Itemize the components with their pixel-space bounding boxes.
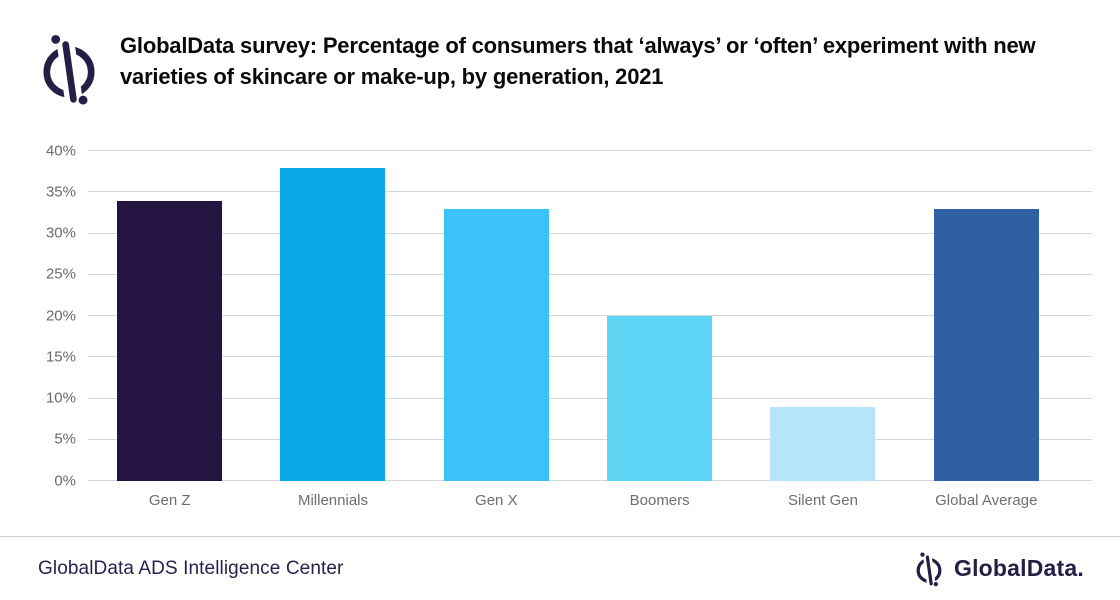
- y-axis-tick-label: 35%: [45, 183, 76, 201]
- globaldata-logo-small-icon: [911, 549, 947, 589]
- x-axis-label-silent-gen: Silent Gen: [787, 492, 858, 509]
- bars-row: [88, 151, 1068, 481]
- footer-brand-wordmark: GlobalData.: [953, 555, 1084, 581]
- x-axis-label-boomers: Boomers: [629, 492, 690, 509]
- y-axis-tick-label: 30%: [45, 224, 76, 242]
- gridline: 10%: [46, 390, 1092, 407]
- gridline: 25%: [46, 266, 1092, 283]
- y-axis-tick-label: 5%: [54, 430, 76, 448]
- gridline: 35%: [46, 183, 1092, 200]
- gridline: 5%: [54, 431, 1092, 448]
- x-axis-label-gen-x: Gen X: [475, 492, 518, 509]
- bar-slot: [88, 151, 251, 481]
- bar-gen-z: [117, 200, 223, 481]
- y-axis-tick-label: 25%: [45, 265, 76, 283]
- y-axis-tick-label: 10%: [45, 389, 76, 407]
- plot-area: 0% 5% 10% 15% 20% 25% 30% 35% 40%: [46, 142, 1092, 489]
- bar-global-average: [933, 208, 1039, 481]
- x-axis-labels: Gen Z Millennials Gen X Boomers Silent Gen Gl…: [88, 492, 1068, 509]
- bar-silent-gen: [770, 406, 876, 481]
- y-axis-tick-label: 20%: [45, 307, 76, 324]
- bar-slot: [415, 151, 578, 481]
- gridline: 40%: [46, 142, 1092, 159]
- globaldata-logo-icon: [32, 28, 106, 110]
- bar-boomers: [607, 316, 713, 481]
- x-axis-label-gen-z: Gen Z: [148, 492, 191, 509]
- chart-title: GlobalData survey: Percentage of consume…: [120, 33, 1036, 89]
- gridline: 0%: [54, 472, 1092, 489]
- gridline: 20%: [46, 307, 1092, 324]
- gridline: 30%: [46, 225, 1092, 242]
- y-axis-tick-label: 40%: [45, 142, 76, 159]
- y-axis-tick-label: 0%: [54, 472, 76, 489]
- x-axis-label-millennials: Millennials: [297, 492, 368, 509]
- bar-slot: [578, 151, 741, 481]
- footer-divider: [0, 536, 1120, 537]
- bar-gen-x: [443, 208, 549, 481]
- bar-slot: [251, 151, 414, 481]
- gridline: 15%: [46, 348, 1092, 365]
- footer: GlobalData ADS Intelligence Center Globa…: [0, 537, 1120, 600]
- y-axis-tick-label: 15%: [45, 348, 76, 366]
- footer-source-label: GlobalData ADS Intelligence Center: [38, 557, 344, 579]
- bar-slot: [741, 151, 904, 481]
- bar-millennials: [280, 167, 386, 481]
- footer-brand: GlobalData.: [911, 549, 1084, 589]
- x-axis-label-global-average: Global Average: [935, 492, 1038, 509]
- bar-slot: [905, 151, 1068, 481]
